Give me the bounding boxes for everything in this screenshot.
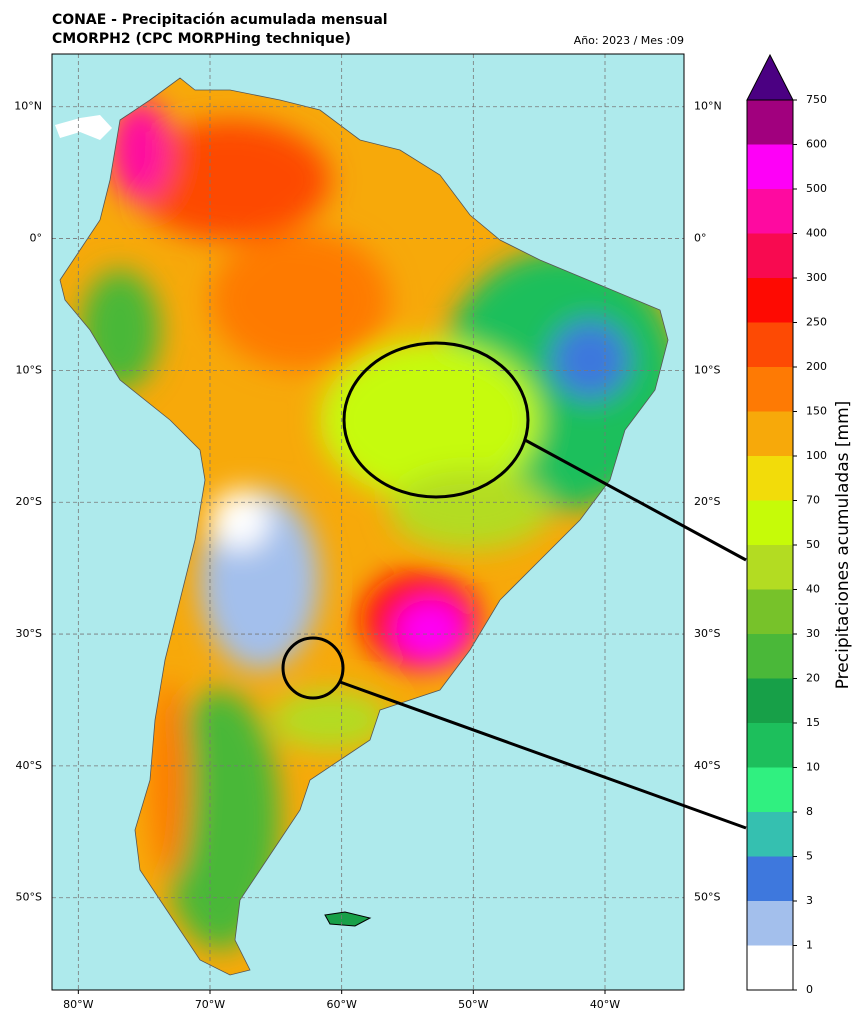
colorbar-tick-label: 40	[806, 583, 820, 596]
lat-label: 30°S	[694, 627, 720, 640]
lat-label: 0°	[30, 232, 43, 245]
colorbar-tick-label: 70	[806, 494, 820, 507]
lat-label: 40°S	[694, 759, 720, 772]
highlight-ellipse	[342, 341, 530, 499]
colorbar-segment	[747, 634, 793, 679]
lat-label: 50°S	[694, 891, 720, 904]
colorbar-segment	[747, 767, 793, 812]
colorbar-tick-label: 30	[806, 627, 820, 640]
lat-label: 10°S	[694, 363, 720, 376]
lat-label: 10°N	[14, 100, 42, 113]
colorbar-segment	[747, 189, 793, 234]
graticule	[52, 54, 684, 990]
lon-label: 70°W	[195, 998, 225, 1011]
colorbar-tick-label: 600	[806, 138, 827, 151]
lat-label: 40°S	[16, 759, 42, 772]
colorbar-tick-label: 5	[806, 850, 813, 863]
subtitle: CMORPH2 (CPC MORPHing technique)	[52, 31, 351, 47]
central-america	[55, 115, 112, 140]
pointer-line	[524, 438, 747, 562]
lon-label: 80°W	[63, 998, 93, 1011]
lon-label: 60°W	[326, 998, 356, 1011]
lat-label: 10°S	[16, 363, 42, 376]
colorbar-tick-label: 400	[806, 227, 827, 240]
colorbar-segment	[747, 856, 793, 901]
lat-label: 50°S	[16, 891, 42, 904]
falklands	[324, 911, 372, 927]
colorbar-tick-label: 250	[806, 316, 827, 329]
date-label: Año: 2023 / Mes :09	[574, 34, 684, 47]
colorbar-segment	[747, 144, 793, 189]
colorbar-segment	[747, 589, 793, 634]
highlight-circle	[281, 636, 345, 700]
colorbar-tick-label: 20	[806, 672, 820, 685]
colorbar-segment	[747, 322, 793, 367]
lat-label: 30°S	[16, 627, 42, 640]
lat-label: 20°S	[16, 495, 42, 508]
lat-label: 20°S	[694, 495, 720, 508]
colorbar-tick-label: 500	[806, 182, 827, 195]
colorbar-tick-label: 10	[806, 761, 820, 774]
colorbar-tick-label: 200	[806, 360, 827, 373]
lat-label: 0°	[694, 232, 707, 245]
colorbar-segment	[747, 812, 793, 857]
colorbar-segment	[747, 456, 793, 501]
colorbar-label: Precipitaciones acumuladas [mm]	[833, 401, 853, 690]
colorbar-segment	[747, 545, 793, 590]
colorbar-segment	[747, 100, 793, 145]
colorbar-tick-label: 3	[806, 894, 813, 907]
colorbar-tick-label: 1	[806, 939, 813, 952]
colorbar-segment	[747, 411, 793, 456]
colorbar-tick-label: 8	[806, 805, 813, 818]
colorbar-segment	[747, 901, 793, 946]
colorbar-tick-label: 750	[806, 93, 827, 106]
colorbar-segment	[747, 367, 793, 412]
colorbar: 0 1 3 5 8 10 15 20 30 40 50 70 100 150 200 250 300 400 500…	[746, 53, 827, 996]
colorbar-tick-label: 50	[806, 538, 820, 551]
lon-label: 40°W	[590, 998, 620, 1011]
lon-label: 50°W	[458, 998, 488, 1011]
colorbar-extend	[746, 53, 794, 101]
colorbar-segment	[747, 723, 793, 768]
colorbar-tick-label: 0	[806, 983, 813, 996]
lat-label: 10°N	[694, 100, 722, 113]
colorbar-tick-label: 150	[806, 405, 827, 418]
colorbar-segment	[747, 233, 793, 278]
colorbar-segment	[747, 278, 793, 323]
colorbar-segment	[747, 678, 793, 723]
colorbar-segment	[747, 945, 793, 990]
colorbar-tick-label: 100	[806, 449, 827, 462]
map-frame	[51, 53, 685, 991]
colorbar-tick-label: 15	[806, 716, 820, 729]
pointer-line	[339, 680, 747, 830]
title: CONAE - Precipitación acumulada mensual	[52, 12, 388, 28]
colorbar-segment	[747, 500, 793, 545]
colorbar-tick-label: 300	[806, 271, 827, 284]
